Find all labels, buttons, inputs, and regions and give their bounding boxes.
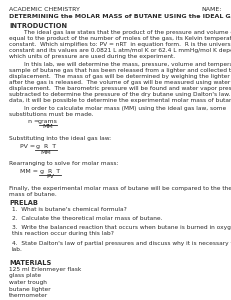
Text: PV =: PV =	[20, 144, 35, 149]
Text: ACADEMIC CHEMISTRY: ACADEMIC CHEMISTRY	[9, 7, 80, 12]
Text: thermometer: thermometer	[9, 293, 48, 298]
Text: n =: n =	[28, 119, 39, 124]
Text: 125 ml Erlenmeyer flask: 125 ml Erlenmeyer flask	[9, 267, 81, 272]
Text: Substituting into the ideal gas law:: Substituting into the ideal gas law:	[9, 136, 111, 141]
Text: MATERIALS: MATERIALS	[9, 260, 51, 266]
Text: 4.  State Dalton's law of partial pressures and discuss why it is necessary for : 4. State Dalton's law of partial pressur…	[12, 241, 231, 252]
Text: 3.  Write the balanced reaction that occurs when butane is burned in oxygen.  Wi: 3. Write the balanced reaction that occu…	[12, 225, 231, 236]
Text: g  R  T: g R T	[36, 144, 56, 149]
Text: INTRODUCTION: INTRODUCTION	[9, 23, 67, 29]
Text: MM =: MM =	[20, 169, 38, 174]
Text: 1.  What is butane's chemical formula?: 1. What is butane's chemical formula?	[12, 207, 127, 212]
Text: NAME:: NAME:	[202, 7, 222, 12]
Text: PV: PV	[46, 175, 54, 179]
Text: g  R  T: g R T	[40, 169, 60, 174]
Text: MM: MM	[43, 124, 53, 130]
Text: DETERMINING the MOLAR MASS of BUTANE USING the IDEAL GAS LAW: DETERMINING the MOLAR MASS of BUTANE USI…	[9, 14, 231, 19]
Text: The ideal gas law states that the product of the pressure and volume of a gas is: The ideal gas law states that the produc…	[9, 30, 231, 59]
Text: In this lab, we will determine the mass, pressure, volume and temperature of a
s: In this lab, we will determine the mass,…	[9, 62, 231, 103]
Text: grams: grams	[38, 119, 58, 124]
Text: butane lighter: butane lighter	[9, 286, 51, 292]
Text: MM: MM	[41, 149, 51, 154]
Text: 2.  Calculate the theoretical molar mass of butane.: 2. Calculate the theoretical molar mass …	[12, 216, 162, 221]
Text: In order to calculate molar mass (MM) using the ideal gas law, some
substitution: In order to calculate molar mass (MM) us…	[9, 106, 226, 117]
Text: Finally, the experimental molar mass of butane will be compared to the theoretic: Finally, the experimental molar mass of …	[9, 186, 231, 197]
Text: Rearranging to solve for molar mass:: Rearranging to solve for molar mass:	[9, 161, 119, 166]
Text: glass plate: glass plate	[9, 274, 41, 278]
Text: water trough: water trough	[9, 280, 47, 285]
Text: PRELAB: PRELAB	[9, 200, 38, 206]
